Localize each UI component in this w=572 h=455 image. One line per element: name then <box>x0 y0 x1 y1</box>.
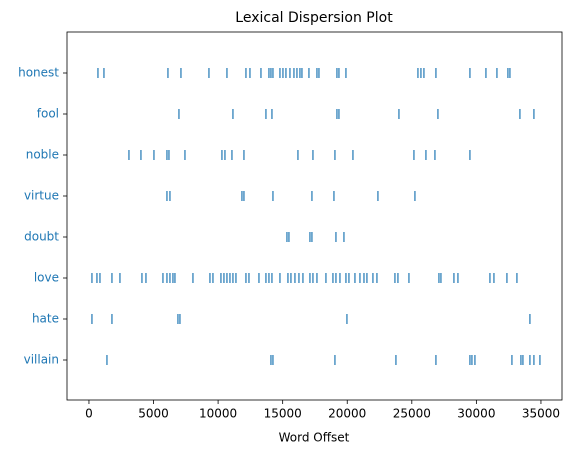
plot-frame <box>66 31 563 401</box>
y-tick-label: villain <box>24 353 59 367</box>
x-tick-label: 30000 <box>457 407 495 421</box>
x-tick-label: 20000 <box>328 407 366 421</box>
chart-title: Lexical Dispersion Plot <box>235 10 393 26</box>
y-tick-label: doubt <box>24 230 59 244</box>
y-tick-label: hate <box>32 312 59 326</box>
x-tick-label: 35000 <box>522 407 560 421</box>
x-tick-label: 5000 <box>138 407 169 421</box>
x-tick-label: 15000 <box>264 407 302 421</box>
y-tick-label: honest <box>18 66 59 80</box>
y-tick-label: virtue <box>24 189 59 203</box>
x-tick-label: 10000 <box>199 407 237 421</box>
x-tick-label: 25000 <box>393 407 431 421</box>
x-tick-label: 0 <box>85 407 93 421</box>
y-tick-label: fool <box>37 107 59 121</box>
x-axis-label: Word Offset <box>279 431 350 445</box>
y-tick-label: noble <box>26 148 59 162</box>
y-tick-label: love <box>34 271 59 285</box>
